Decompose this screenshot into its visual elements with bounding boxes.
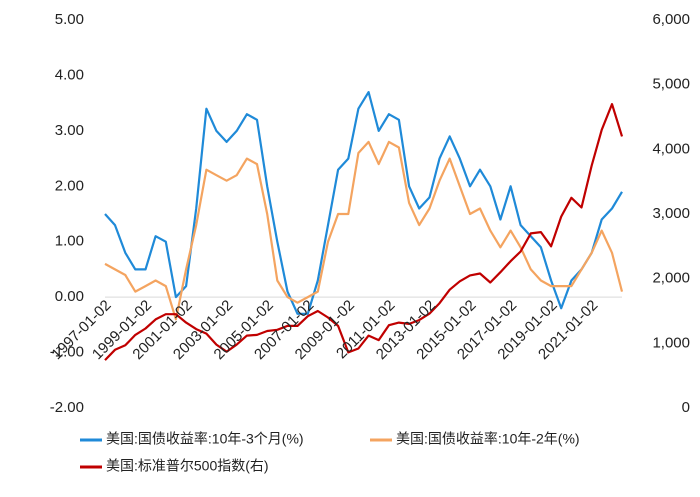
y2-tick-label: 4,000 [652, 140, 690, 157]
series-line [104, 140, 624, 321]
y-tick-label: 3.00 [55, 122, 84, 139]
y-tick-label: -2.00 [50, 399, 84, 416]
y-tick-label: 2.00 [55, 177, 84, 194]
y2-tick-label: 1,000 [652, 334, 690, 351]
y2-tick-label: 5,000 [652, 76, 690, 93]
y-tick-label: 5.00 [55, 11, 84, 28]
legend-label: 美国:国债收益率:10年-2年(%) [396, 431, 580, 447]
y-tick-label: 1.00 [55, 233, 84, 250]
legend-label: 美国:国债收益率:10年-3个月(%) [106, 431, 304, 447]
series-line [104, 91, 623, 315]
series-line [104, 103, 624, 361]
y2-tick-label: 3,000 [652, 205, 690, 222]
legend-label: 美国:标准普尔500指数(右) [106, 458, 269, 474]
y2-tick-label: 2,000 [652, 270, 690, 287]
y-tick-label: 4.00 [55, 66, 84, 83]
y2-tick-label: 6,000 [652, 11, 690, 28]
y2-tick-label: 0 [682, 399, 690, 416]
y-tick-label: 0.00 [55, 288, 84, 305]
y-tick-label: -1.00 [50, 344, 84, 361]
